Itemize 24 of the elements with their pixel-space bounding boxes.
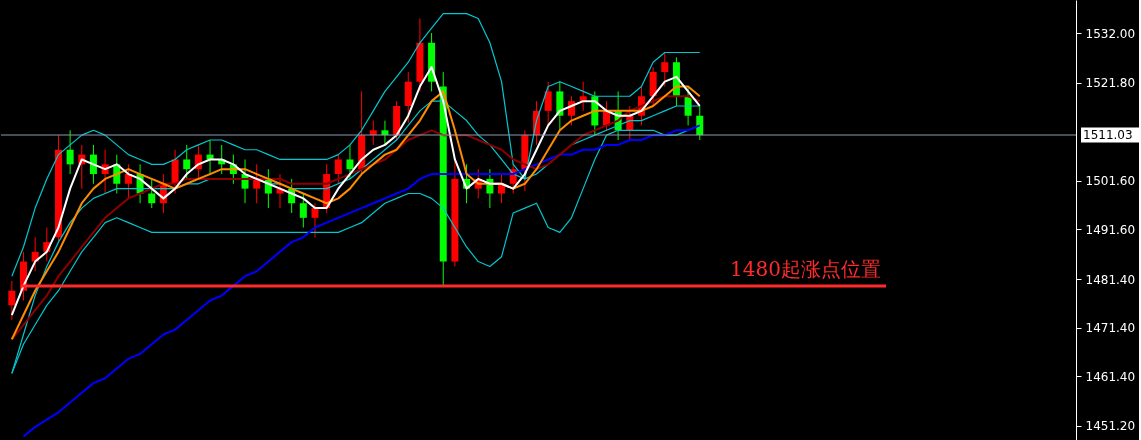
line-series <box>10 66 701 317</box>
candlestick <box>8 280 16 321</box>
candlestick <box>124 163 132 199</box>
y-tick-label: 1461.40 <box>1085 369 1136 384</box>
candlestick <box>661 52 669 88</box>
y-tick-label: 1471.40 <box>1085 321 1136 336</box>
candlestick <box>346 144 354 180</box>
candlestick <box>299 193 307 229</box>
y-tick-label: 1491.60 <box>1085 222 1136 237</box>
ref-line-label: 1511.03 <box>1083 128 1133 143</box>
candlestick <box>148 178 156 209</box>
ref-line-label: 1480起涨点位置 <box>730 256 881 281</box>
y-tick-label: 1501.60 <box>1085 174 1136 189</box>
candlestick <box>544 81 552 126</box>
y-tick-label: 1451.20 <box>1085 419 1136 434</box>
candlestick <box>498 173 506 204</box>
candlestick <box>334 154 342 185</box>
candlestick <box>183 144 191 180</box>
y-tick-label: 1532.00 <box>1085 26 1136 41</box>
y-tick-label: 1481.40 <box>1085 272 1136 287</box>
candlestick <box>253 163 261 204</box>
y-tick-label: 1521.80 <box>1085 76 1136 91</box>
candlestick <box>66 129 74 175</box>
candlestick <box>311 202 319 238</box>
